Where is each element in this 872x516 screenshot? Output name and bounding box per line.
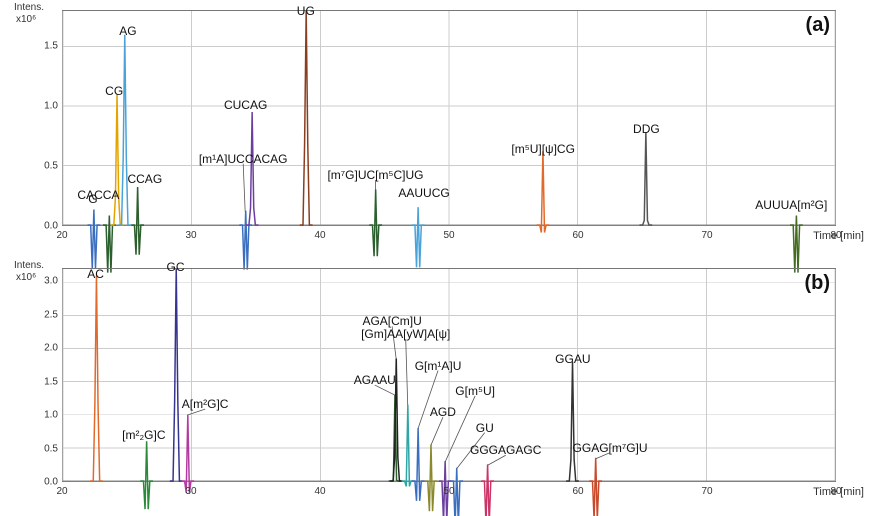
peak-trace: [481, 464, 494, 516]
peak-trace: [589, 458, 602, 516]
ytick: 1.0: [44, 410, 58, 421]
peak-trace: [90, 276, 103, 481]
xtick: 20: [56, 486, 67, 497]
peak-label: CACCA: [77, 188, 119, 202]
xtick: 30: [185, 230, 196, 241]
xtick: 70: [701, 230, 712, 241]
peak-label: [m⁷G]UC[m⁵C]UG: [327, 168, 423, 182]
peak-label: GU: [476, 421, 494, 435]
peak-label: CUCAG: [224, 98, 267, 112]
peak-trace: [566, 362, 579, 481]
xtick: 40: [314, 486, 325, 497]
peak-trace: [246, 112, 259, 225]
peak-label: AAUUCG: [398, 186, 449, 200]
ytick: 0.5: [44, 161, 58, 172]
xtick: 40: [314, 230, 325, 241]
peak-label: UG: [297, 4, 315, 18]
y-unit-label: Intens.: [14, 260, 44, 271]
peak-trace: [425, 445, 438, 512]
xtick: 20: [56, 230, 67, 241]
peak-trace: [369, 189, 382, 256]
xtick: 30: [185, 486, 196, 497]
peak-trace: [118, 35, 131, 225]
x-axis-label: Time [min]: [813, 486, 864, 498]
peak-label: AG: [119, 24, 136, 38]
xtick: 70: [701, 486, 712, 497]
x-axis-label: Time [min]: [813, 230, 864, 242]
peak-label: AC: [87, 267, 104, 281]
xtick: 50: [443, 230, 454, 241]
peak-label: GGAG[m⁷G]U: [573, 441, 648, 455]
panel-badge: (b): [804, 272, 830, 295]
peak-trace: [639, 132, 652, 225]
chromatogram-panel-b: AC[m²₂G]CGCA[m²G]CAGAAUAGA[Cm]U[Gm]AA[yW…: [0, 258, 872, 516]
ytick: 1.5: [44, 376, 58, 387]
ytick: 2.5: [44, 309, 58, 320]
peak-label: AGAAU: [354, 373, 396, 387]
peak-label: GC: [167, 260, 185, 274]
peak-label: G[m¹A]U: [415, 359, 462, 373]
peak-label: DDG: [633, 122, 660, 136]
panel-badge: (a): [806, 14, 830, 37]
ytick: 2.0: [44, 343, 58, 354]
peak-trace: [401, 405, 414, 487]
y-unit-label: Intens.: [14, 2, 44, 13]
ytick: 0.5: [44, 443, 58, 454]
xtick: 60: [572, 486, 583, 497]
peak-label: G[m⁵U]: [455, 384, 495, 398]
peak-label: CCAG: [127, 172, 162, 186]
peak-label: GGGAGAGC: [470, 443, 541, 457]
xtick: 60: [572, 230, 583, 241]
peak-label: AGD: [430, 405, 456, 419]
peak-trace: [170, 269, 183, 481]
ytick: 1.0: [44, 101, 58, 112]
peak-trace: [140, 441, 153, 509]
peak-label: [m⁵U][ψ]CG: [511, 142, 575, 156]
figure: GCACCACGAGCCAG[m¹A]UCCACAGCUCAGUG[m⁷G]UC…: [0, 0, 872, 516]
chromatogram-panel-a: GCACCACGAGCCAG[m¹A]UCCACAGCUCAGUG[m⁷G]UC…: [0, 0, 872, 258]
peak-trace: [131, 187, 144, 255]
peak-label: [m¹A]UCCACAG: [199, 152, 288, 166]
peak-trace: [537, 151, 550, 232]
chromatogram-svg: [63, 269, 835, 481]
peak-label: [Gm]AA[yW]A[ψ]: [361, 327, 450, 341]
peak-trace: [300, 11, 313, 225]
ytick: 3.0: [44, 276, 58, 287]
y-scale-label: x10⁶: [16, 272, 36, 283]
y-scale-label: x10⁶: [16, 14, 36, 25]
peak-label: GGAU: [555, 352, 590, 366]
peak-label: [m²₂G]C: [122, 428, 165, 442]
xtick: 50: [443, 486, 454, 497]
ytick: 1.5: [44, 41, 58, 52]
peak-label: A[m²G]C: [182, 397, 229, 411]
peak-trace: [412, 428, 425, 501]
peak-label: AUUUA[m²G]: [755, 198, 827, 212]
peak-label: CG: [105, 84, 123, 98]
plot-area: [62, 268, 836, 482]
